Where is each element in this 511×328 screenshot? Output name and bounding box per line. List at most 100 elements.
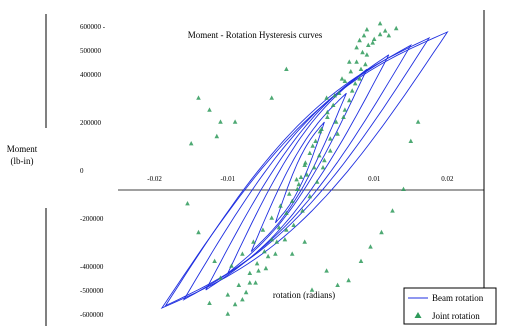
- beam-rotation-loop: [160, 30, 449, 310]
- y-axis-label-line1: Moment: [7, 144, 38, 154]
- joint-rotation-point: [368, 244, 373, 249]
- joint-rotation-point: [332, 93, 337, 98]
- joint-rotation-point: [298, 174, 304, 179]
- joint-rotation-point: [218, 119, 223, 124]
- x-tick-label: -0.01: [221, 175, 236, 183]
- y-tick-label: 0: [80, 167, 84, 175]
- x-tick-label: 0.01: [368, 175, 381, 183]
- joint-rotation-point: [304, 172, 310, 177]
- joint-rotation-point: [282, 237, 288, 242]
- joint-rotation-point: [324, 95, 329, 100]
- joint-rotation-point: [309, 287, 315, 292]
- joint-rotation-point: [415, 119, 421, 124]
- joint-rotation-point: [333, 119, 339, 124]
- joint-rotation-point: [364, 52, 370, 57]
- joint-rotation-point: [364, 27, 370, 32]
- joint-rotation-point: [188, 141, 194, 146]
- joint-rotation-point: [276, 225, 282, 230]
- y-tick-label: 600000 -: [80, 23, 106, 31]
- joint-rotation-point: [386, 33, 392, 38]
- joint-rotation-point: [232, 301, 238, 307]
- joint-rotation-point: [317, 153, 322, 158]
- joint-rotation-point: [289, 251, 295, 256]
- joint-rotation-point: [302, 162, 307, 167]
- joint-rotation-point: [262, 249, 267, 254]
- joint-rotation-point: [358, 258, 364, 263]
- joint-rotation-point: [273, 251, 278, 256]
- joint-rotation-series: [185, 21, 421, 316]
- joint-rotation-point: [284, 210, 289, 215]
- joint-rotation-point: [325, 109, 330, 115]
- joint-rotation-point: [311, 165, 317, 170]
- joint-rotation-point: [212, 258, 217, 263]
- joint-rotation-point: [352, 81, 358, 86]
- joint-rotation-point: [358, 66, 364, 71]
- joint-rotation-point: [196, 95, 201, 100]
- joint-rotation-point: [347, 97, 352, 103]
- joint-rotation-point: [300, 208, 305, 213]
- beam-rotation-series: [160, 30, 449, 310]
- joint-rotation-point: [263, 265, 269, 271]
- joint-rotation-point: [196, 229, 201, 235]
- joint-rotation-point: [218, 275, 223, 280]
- joint-rotation-point: [313, 138, 318, 143]
- joint-rotation-point: [401, 186, 406, 191]
- joint-rotation-point: [328, 136, 333, 141]
- joint-rotation-point: [225, 311, 231, 316]
- joint-rotation-point: [328, 148, 333, 153]
- joint-rotation-point: [324, 268, 329, 273]
- joint-rotation-point: [377, 31, 383, 37]
- joint-rotation-point: [377, 21, 383, 26]
- joint-rotation-point: [354, 59, 359, 64]
- joint-rotation-point: [240, 297, 245, 302]
- joint-rotation-point: [366, 42, 371, 47]
- joint-rotation-point: [320, 165, 326, 170]
- joint-rotation-point: [232, 119, 238, 124]
- x-tick-labels: -0.02 -0.01 0.01 0.02: [147, 175, 454, 183]
- joint-rotation-point: [339, 76, 345, 81]
- legend-joint-swatch: [414, 312, 422, 318]
- joint-rotation-point: [347, 59, 352, 64]
- joint-rotation-point: [296, 181, 302, 187]
- joint-rotation-point: [408, 138, 414, 143]
- y-tick-label: -600000: [80, 311, 104, 319]
- joint-rotation-point: [335, 282, 340, 287]
- joint-rotation-point: [302, 239, 307, 244]
- joint-rotation-point: [361, 33, 367, 38]
- joint-rotation-point: [253, 280, 258, 285]
- joint-rotation-point: [247, 270, 253, 275]
- joint-rotation-point: [314, 179, 320, 184]
- joint-rotation-point: [360, 49, 365, 55]
- joint-rotation-point: [287, 191, 292, 196]
- legend-joint-label: Joint rotation: [432, 311, 480, 321]
- joint-rotation-point: [225, 292, 231, 297]
- y-tick-label: 200000: [80, 119, 102, 127]
- joint-rotation-point: [370, 40, 375, 45]
- legend-beam-label: Beam rotation: [432, 293, 484, 303]
- y-tick-label: -200000: [80, 215, 104, 223]
- joint-rotation-point: [357, 37, 362, 43]
- joint-rotation-point: [291, 222, 296, 227]
- joint-rotation-point: [269, 95, 274, 100]
- y-tick-label: 500000: [80, 47, 102, 55]
- y-axis-label-line2: (lb-in): [11, 156, 34, 166]
- joint-rotation-point: [185, 201, 190, 206]
- chart-title: Moment - Rotation Hysteresis curves: [188, 30, 323, 40]
- joint-rotation-point: [393, 25, 399, 31]
- beam-rotation-loop: [227, 68, 368, 274]
- joint-rotation-point: [354, 45, 359, 50]
- joint-rotation-point: [269, 215, 274, 220]
- joint-rotation-point: [236, 282, 242, 287]
- joint-rotation-point: [278, 203, 283, 208]
- joint-rotation-point: [284, 66, 289, 71]
- joint-rotation-point: [317, 129, 323, 134]
- joint-rotation-point: [336, 90, 342, 95]
- joint-rotation-point: [251, 239, 256, 244]
- beam-rotation-loop: [205, 54, 390, 291]
- joint-rotation-point: [371, 36, 377, 41]
- joint-rotation-point: [274, 239, 280, 244]
- x-axis-label: rotation (radians): [273, 290, 335, 300]
- joint-rotation-point: [256, 268, 261, 273]
